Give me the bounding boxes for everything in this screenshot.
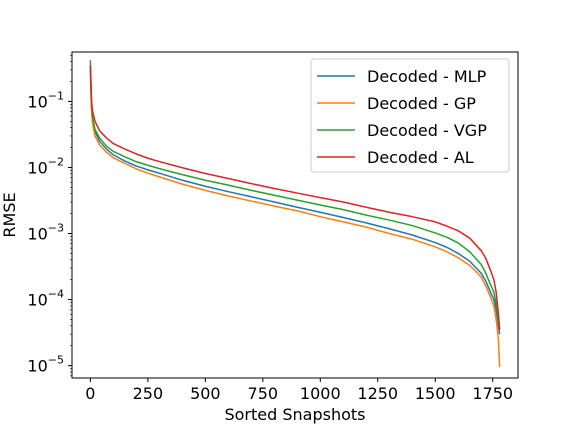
y-tick-label: 10−3: [27, 222, 64, 244]
legend-box: [310, 58, 510, 173]
series-line-2: [89, 60, 501, 330]
x-axis-label: Sorted Snapshots: [224, 405, 365, 424]
plot-frame: [71, 51, 519, 379]
y-tick-label: 10−5: [27, 354, 64, 376]
y-axis-ticks: 10−5 10−4 10−3 10−2 10−1: [27, 54, 72, 377]
legend-label: Decoded - MLP: [367, 67, 487, 86]
x-tick-label: 250: [133, 384, 164, 403]
series-line-1: [89, 75, 501, 368]
x-tick-label: 750: [248, 384, 279, 403]
x-tick-label: 1500: [415, 384, 456, 403]
legend-label: Decoded - GP: [367, 94, 476, 113]
x-tick-label: 1250: [357, 384, 398, 403]
series-line-3: [89, 65, 501, 330]
legend-label: Decoded - VGP: [367, 121, 487, 140]
y-tick-label: 10−2: [27, 155, 64, 177]
x-axis-ticks: 0 250 500 750 1000 1250 1500 1750: [85, 378, 513, 403]
series-layer: [89, 60, 501, 368]
y-axis-label: RMSE: [0, 192, 19, 237]
series-line-0: [89, 69, 501, 335]
x-tick-label: 1000: [300, 384, 341, 403]
x-tick-label: 0: [85, 384, 95, 403]
y-tick-label: 10−1: [27, 89, 64, 111]
legend-label: Decoded - AL: [367, 148, 474, 167]
legend: Decoded - MLP Decoded - GP Decoded - VGP De…: [310, 58, 510, 173]
x-tick-label: 1750: [472, 384, 513, 403]
y-tick-label: 10−4: [27, 288, 64, 310]
x-tick-label: 500: [190, 384, 221, 403]
